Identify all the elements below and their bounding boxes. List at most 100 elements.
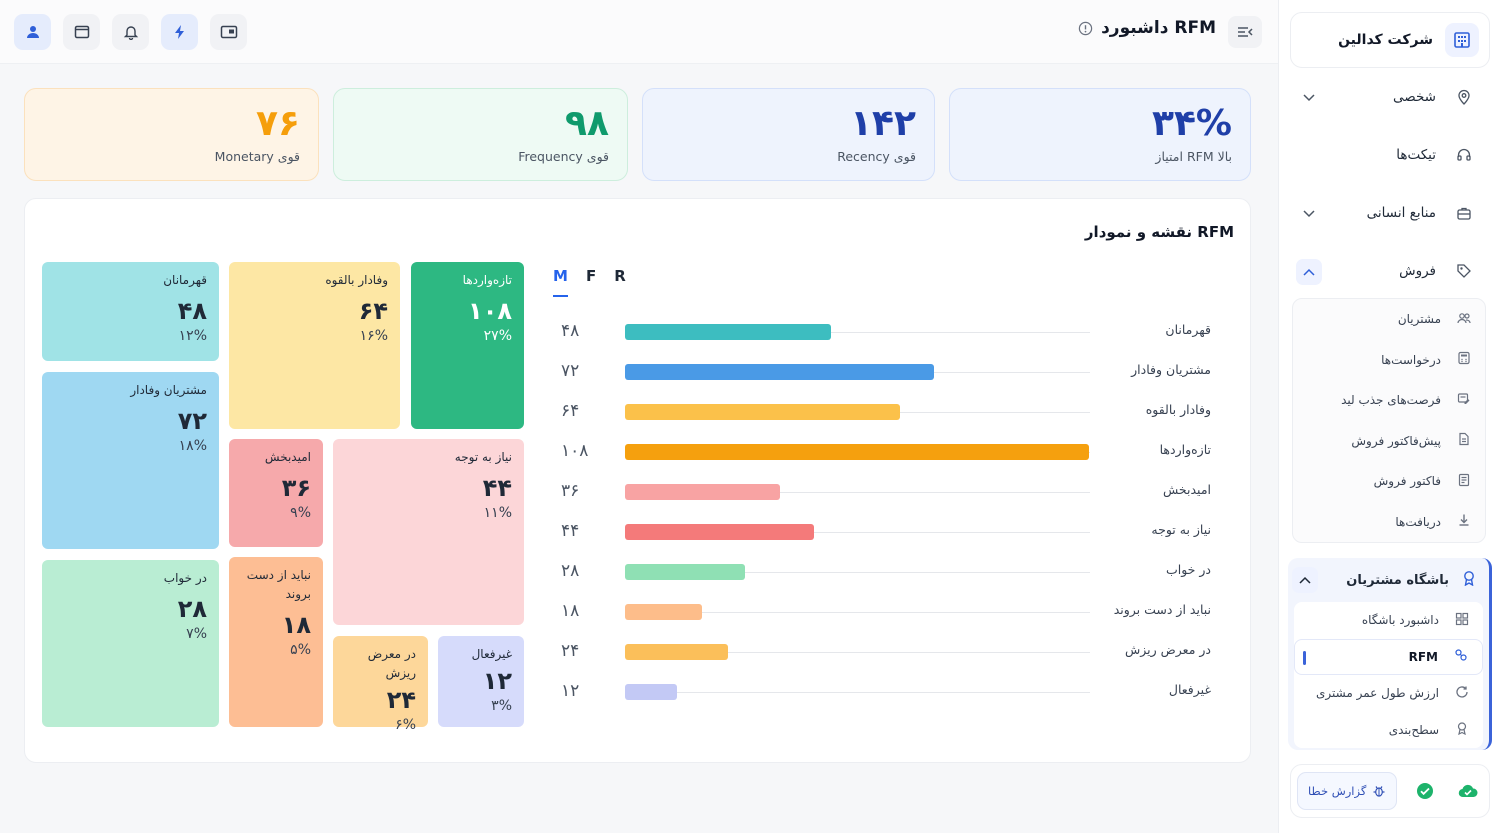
tile-name: نباید از دست بروند <box>246 568 311 601</box>
panel-title: نقشه و نمودار RFM <box>1084 223 1234 241</box>
sidebar-item-clv[interactable]: ارزش طول عمر مشتری <box>1294 675 1483 712</box>
bar-row[interactable]: ۲۴ در معرض ریزش <box>561 640 1211 664</box>
chevron-up-icon[interactable] <box>1296 259 1322 285</box>
bar[interactable] <box>625 564 746 580</box>
sidebar-footer: گزارش خطا <box>1290 764 1490 818</box>
check-circle-icon[interactable] <box>1410 776 1440 806</box>
briefcase-icon <box>1450 199 1478 227</box>
bar-row[interactable]: ۲۸ در خواب <box>561 560 1211 584</box>
bar[interactable] <box>625 524 815 540</box>
tile-percent: ۶% <box>395 717 416 733</box>
company-name: شرکت کدالین <box>1338 32 1433 48</box>
sidebar-item-tickets[interactable]: تیکت‌ها <box>1290 133 1490 177</box>
sidebar-item-label: باشگاه مشتریان <box>1346 572 1449 588</box>
bar-value-label: ۷۲ <box>561 361 580 381</box>
customer-club-submenu: داشبورد باشگاه RFM ارزش طول عمر مشتری سط… <box>1294 602 1483 748</box>
quick-actions-button[interactable] <box>161 14 198 50</box>
window-icon <box>74 25 89 39</box>
sidebar-item-sales[interactable]: فروش <box>1290 249 1490 293</box>
tile-value: ۳۶ <box>281 474 311 502</box>
treemap-tile[interactable]: نباید از دست بروند ۱۸ ۵% <box>229 557 323 727</box>
bar-row[interactable]: ۴۸ قهرمانان <box>561 320 1211 344</box>
treemap-tile[interactable]: مشتریان وفادار ۷۲ ۱۸% <box>42 372 219 549</box>
bar-row[interactable]: ۳۶ امیدبخش <box>561 480 1211 504</box>
sidebar-item-personal[interactable]: شخصی <box>1290 75 1490 119</box>
treemap-tile[interactable]: قهرمانان ۴۸ ۱۲% <box>42 262 219 361</box>
treemap-tile[interactable]: در معرض ریزش ۲۴ ۶% <box>333 636 428 733</box>
tab-m[interactable]: M <box>553 267 568 297</box>
profile-button[interactable] <box>14 14 51 50</box>
sidebar-item-hr[interactable]: منابع انسانی <box>1290 191 1490 235</box>
bell-icon <box>123 26 138 40</box>
notifications-button[interactable] <box>112 14 149 50</box>
info-icon[interactable] <box>1078 21 1093 36</box>
sidebar-item-customer-club[interactable]: باشگاه مشتریان <box>1288 558 1489 602</box>
chevron-up-icon[interactable] <box>1292 567 1318 593</box>
bar[interactable] <box>625 444 1089 460</box>
bar-row[interactable]: ۶۴ وفادار بالقوه <box>561 400 1211 424</box>
tile-name: مشتریان وفادار <box>130 383 207 397</box>
window-button[interactable] <box>63 14 100 50</box>
cloud-sync-icon[interactable] <box>1453 776 1483 806</box>
bar[interactable] <box>625 644 729 660</box>
sidebar-item-label: شخصی <box>1393 89 1436 105</box>
bar-value-label: ۳۶ <box>561 481 580 501</box>
bar-row[interactable]: ۱۲ غیرفعال <box>561 680 1211 704</box>
bar-row[interactable]: ۷۲ مشتریان وفادار <box>561 360 1211 384</box>
bar-row[interactable]: ۱۰۸ تازه‌واردها <box>561 440 1211 464</box>
sidebar-item-label: فروش <box>1399 263 1436 279</box>
chevron-down-icon[interactable] <box>1296 201 1322 227</box>
sidebar-item-sales-invoice[interactable]: فاکتور فروش <box>1293 461 1485 502</box>
sidebar-item-customers[interactable]: مشتریان <box>1293 299 1485 340</box>
top-bar: داشبورد RFM <box>0 0 1278 64</box>
bar[interactable] <box>625 404 900 420</box>
treemap-tile[interactable]: تازه‌واردها ۱۰۸ ۲۷% <box>411 262 524 429</box>
bar[interactable] <box>625 484 780 500</box>
treemap-tile[interactable]: وفادار بالقوه ۶۴ ۱۶% <box>229 262 400 429</box>
sidebar-item-label: مشتریان <box>1397 312 1441 327</box>
kpi-value: ۷۶ <box>256 103 300 144</box>
treemap-tile[interactable]: نیاز به توجه ۴۴ ۱۱% <box>333 439 524 625</box>
sidebar-item-receipts[interactable]: دریافت‌ها <box>1293 502 1485 543</box>
sidebar-item-label: فاکتور فروش <box>1373 474 1441 489</box>
sidebar-item-label: پیش‌فاکتور فروش <box>1351 433 1441 448</box>
sidebar-item-proforma[interactable]: پیش‌فاکتور فروش <box>1293 421 1485 462</box>
tile-name: در خواب <box>163 571 207 585</box>
document-icon <box>1457 432 1471 449</box>
sidebar-item-rfm[interactable]: RFM <box>1294 638 1483 675</box>
bar-value-label: ۲۸ <box>561 561 580 581</box>
sidebar-toggle-button[interactable] <box>1228 16 1262 48</box>
bar-value-label: ۱۰۸ <box>561 441 589 461</box>
rfm-panel: نقشه و نمودار RFM M F R ۴۸ قهرمانان ۷۲ مشتر… <box>24 198 1251 763</box>
chevron-down-icon[interactable] <box>1296 85 1322 111</box>
sidebar-item-requests[interactable]: درخواست‌ها <box>1293 340 1485 381</box>
report-bug-button[interactable]: گزارش خطا <box>1297 772 1398 810</box>
award-icon <box>1461 570 1477 590</box>
sidebar-item-label: درخواست‌ها <box>1381 352 1441 367</box>
tile-name: وفادار بالقوه <box>325 273 388 287</box>
sidebar-item-tiering[interactable]: سطح‌بندی <box>1294 712 1483 749</box>
sidebar-item-lead-opportunities[interactable]: فرصت‌های جذب لید <box>1293 380 1485 421</box>
bar-category-label: در خواب <box>1165 562 1211 577</box>
tile-name: در معرض ریزش <box>367 647 416 680</box>
bar[interactable] <box>625 604 703 620</box>
bar-row[interactable]: ۱۸ نباید از دست بروند <box>561 600 1211 624</box>
edit-form-icon <box>1457 392 1471 409</box>
bar-value-label: ۱۲ <box>561 681 580 701</box>
browser-button[interactable] <box>210 14 247 50</box>
sidebar-item-club-dashboard[interactable]: داشبورد باشگاه <box>1294 602 1483 639</box>
treemap-tile[interactable]: در خواب ۲۸ ۷% <box>42 560 219 727</box>
treemap-tile[interactable]: امیدبخش ۳۶ ۹% <box>229 439 323 547</box>
tile-name: امیدبخش <box>264 450 311 464</box>
tile-value: ۱۸ <box>281 611 311 639</box>
treemap-tile[interactable]: غیرفعال ۱۲ ۳% <box>438 636 524 727</box>
bar[interactable] <box>625 684 677 700</box>
customer-club-section: باشگاه مشتریان داشبورد باشگاه RFM ارزش ط… <box>1288 558 1492 750</box>
bar-row[interactable]: ۴۴ نیاز به توجه <box>561 520 1211 544</box>
bar[interactable] <box>625 324 832 340</box>
bar-category-label: در معرض ریزش <box>1125 642 1211 657</box>
bar[interactable] <box>625 364 935 380</box>
company-switcher[interactable]: شرکت کدالین <box>1290 12 1490 68</box>
tab-r[interactable]: R <box>614 267 626 285</box>
tab-f[interactable]: F <box>585 267 597 285</box>
